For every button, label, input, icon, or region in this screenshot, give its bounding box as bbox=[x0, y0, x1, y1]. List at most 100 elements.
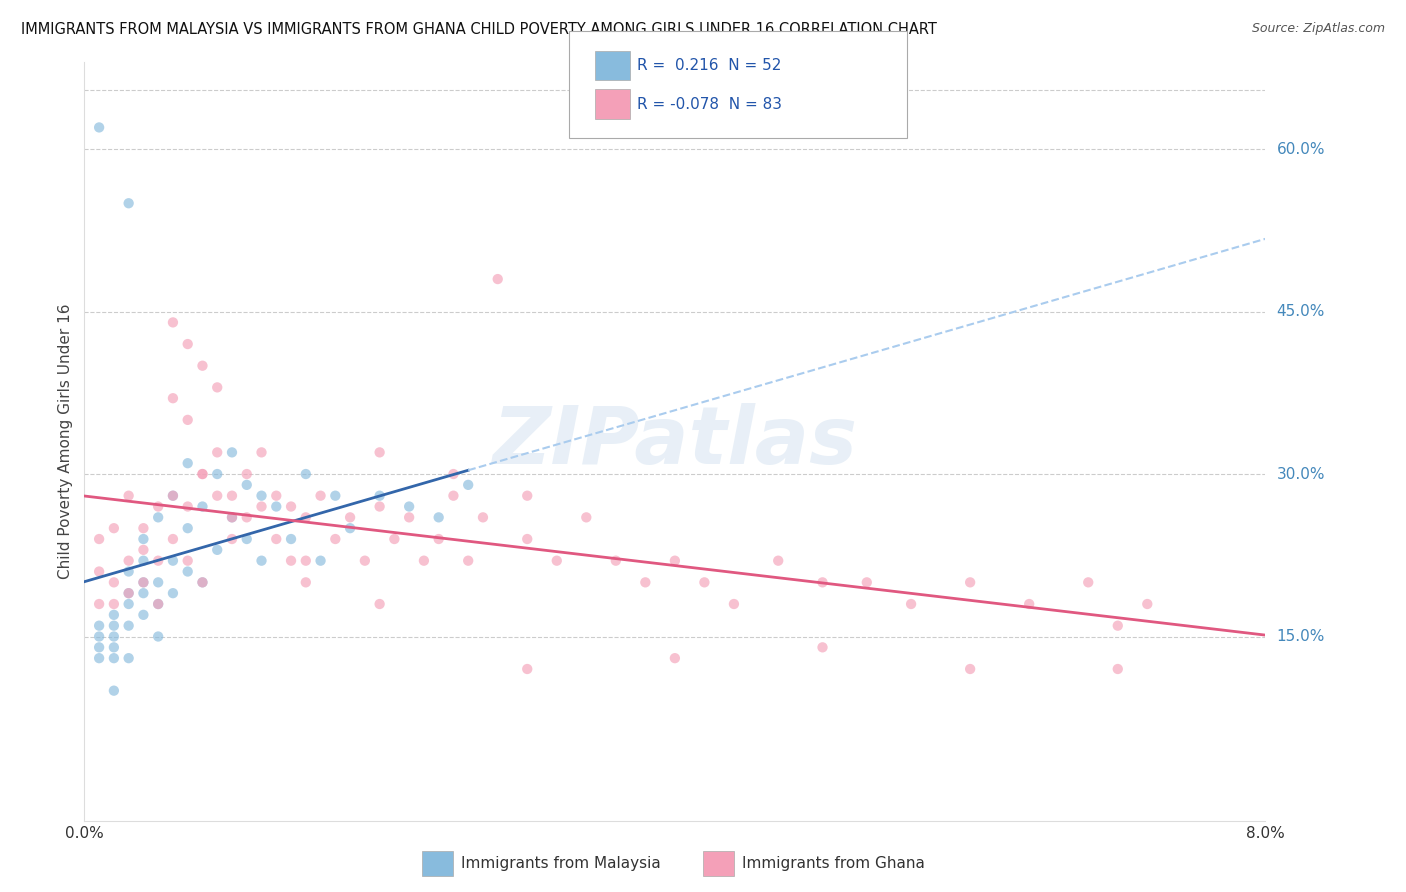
Point bbox=[368, 445, 391, 459]
Point bbox=[118, 489, 141, 503]
Point bbox=[87, 651, 111, 665]
Point bbox=[1018, 597, 1040, 611]
Point bbox=[118, 618, 141, 632]
Point bbox=[177, 521, 200, 535]
Point bbox=[103, 651, 125, 665]
Point bbox=[1107, 662, 1129, 676]
Point bbox=[959, 662, 981, 676]
Point bbox=[177, 337, 200, 351]
Point bbox=[191, 467, 214, 481]
Point bbox=[664, 554, 686, 568]
Point bbox=[1107, 618, 1129, 632]
Point bbox=[118, 196, 141, 211]
Point bbox=[368, 489, 391, 503]
Text: 15.0%: 15.0% bbox=[1277, 629, 1324, 644]
Point bbox=[325, 532, 347, 546]
Point bbox=[413, 554, 436, 568]
Point bbox=[486, 272, 509, 286]
Point bbox=[162, 315, 184, 329]
Point bbox=[368, 597, 391, 611]
Point bbox=[427, 532, 450, 546]
Point bbox=[148, 597, 170, 611]
Point bbox=[221, 510, 243, 524]
Point bbox=[87, 640, 111, 655]
Point bbox=[325, 489, 347, 503]
Point bbox=[132, 607, 155, 622]
Point bbox=[118, 554, 141, 568]
Point bbox=[148, 575, 170, 590]
Point bbox=[132, 575, 155, 590]
Point bbox=[87, 618, 111, 632]
Point bbox=[132, 575, 155, 590]
Point bbox=[87, 630, 111, 644]
Point bbox=[295, 467, 318, 481]
Point bbox=[235, 478, 259, 492]
Point bbox=[235, 510, 259, 524]
Point bbox=[354, 554, 377, 568]
Point bbox=[309, 554, 332, 568]
Point bbox=[103, 640, 125, 655]
Point bbox=[191, 467, 214, 481]
Point bbox=[103, 618, 125, 632]
Point bbox=[177, 500, 200, 514]
Point bbox=[384, 532, 406, 546]
Point bbox=[162, 489, 184, 503]
Point bbox=[191, 500, 214, 514]
Point bbox=[87, 120, 111, 135]
Point bbox=[207, 467, 229, 481]
Point bbox=[457, 478, 479, 492]
Point bbox=[605, 554, 627, 568]
Point bbox=[162, 489, 184, 503]
Point bbox=[148, 554, 170, 568]
Point bbox=[177, 554, 200, 568]
Point bbox=[177, 413, 200, 427]
Point bbox=[87, 532, 111, 546]
Point bbox=[900, 597, 922, 611]
Point bbox=[339, 521, 361, 535]
Point bbox=[191, 575, 214, 590]
Point bbox=[546, 554, 568, 568]
Point bbox=[295, 510, 318, 524]
Point bbox=[339, 510, 361, 524]
Text: 60.0%: 60.0% bbox=[1277, 142, 1324, 157]
Point bbox=[221, 445, 243, 459]
Point bbox=[103, 630, 125, 644]
Point bbox=[87, 565, 111, 579]
Point bbox=[118, 651, 141, 665]
Point bbox=[132, 554, 155, 568]
Point bbox=[207, 380, 229, 394]
Point bbox=[723, 597, 745, 611]
Point bbox=[221, 510, 243, 524]
Point bbox=[235, 467, 259, 481]
Text: Immigrants from Ghana: Immigrants from Ghana bbox=[742, 856, 925, 871]
Point bbox=[516, 489, 538, 503]
Point bbox=[516, 662, 538, 676]
Point bbox=[191, 575, 214, 590]
Point bbox=[221, 489, 243, 503]
Point bbox=[250, 445, 273, 459]
Point bbox=[207, 542, 229, 557]
Point bbox=[221, 532, 243, 546]
Point bbox=[148, 500, 170, 514]
Point bbox=[457, 554, 479, 568]
Point bbox=[280, 500, 302, 514]
Point bbox=[959, 575, 981, 590]
Point bbox=[103, 683, 125, 698]
Point bbox=[398, 500, 420, 514]
Point bbox=[1136, 597, 1159, 611]
Point bbox=[148, 510, 170, 524]
Point bbox=[118, 597, 141, 611]
Point bbox=[768, 554, 790, 568]
Point bbox=[250, 500, 273, 514]
Point bbox=[103, 575, 125, 590]
Point bbox=[207, 445, 229, 459]
Point bbox=[162, 554, 184, 568]
Y-axis label: Child Poverty Among Girls Under 16: Child Poverty Among Girls Under 16 bbox=[58, 304, 73, 579]
Point bbox=[427, 510, 450, 524]
Point bbox=[118, 586, 141, 600]
Point bbox=[250, 554, 273, 568]
Point bbox=[132, 521, 155, 535]
Text: ZIPatlas: ZIPatlas bbox=[492, 402, 858, 481]
Point bbox=[264, 489, 288, 503]
Point bbox=[443, 467, 465, 481]
